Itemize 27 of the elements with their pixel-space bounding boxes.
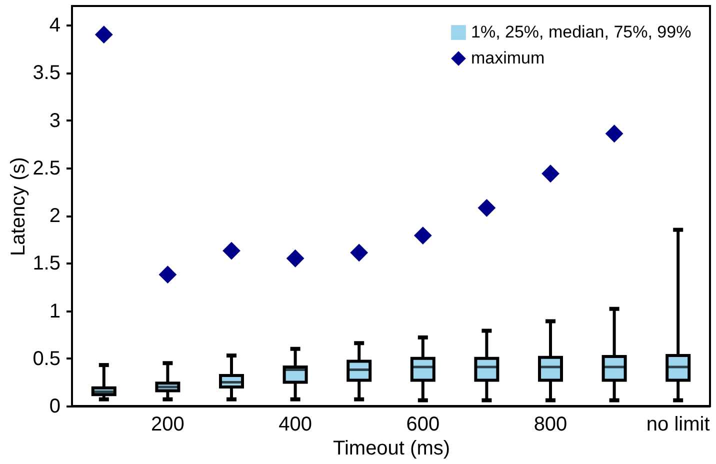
point xyxy=(414,226,432,244)
legend-label: maximum xyxy=(471,48,545,68)
point xyxy=(94,26,113,44)
point xyxy=(158,266,177,284)
y-tick-label: 3 xyxy=(49,110,60,132)
point xyxy=(350,244,368,262)
y-tick-label: 1 xyxy=(49,300,60,322)
x-axis-title: Timeout (ms) xyxy=(332,438,450,460)
point xyxy=(286,249,304,268)
y-tick-label: 2 xyxy=(49,205,60,228)
point xyxy=(222,242,240,260)
legend-label: 1%, 25%, median, 75%, 99% xyxy=(471,22,692,42)
x-tick-label: 600 xyxy=(406,414,440,436)
y-tick-label: 0.5 xyxy=(32,348,60,370)
y-tick-label: 0 xyxy=(49,396,60,418)
y-tick-label: 1.5 xyxy=(32,252,60,275)
point xyxy=(542,164,560,183)
y-axis-title: Latency (s) xyxy=(8,157,30,256)
x-tick-label: no limit xyxy=(646,414,710,436)
y-tick-label: 2.5 xyxy=(32,157,60,180)
point xyxy=(478,198,496,217)
x-tick-label: 200 xyxy=(151,414,184,436)
y-tick-label: 3.5 xyxy=(32,62,60,84)
point xyxy=(605,124,624,143)
y-tick-label: 4 xyxy=(49,14,60,37)
x-tick-label: 400 xyxy=(278,414,312,436)
x-tick-label: 800 xyxy=(534,414,568,436)
